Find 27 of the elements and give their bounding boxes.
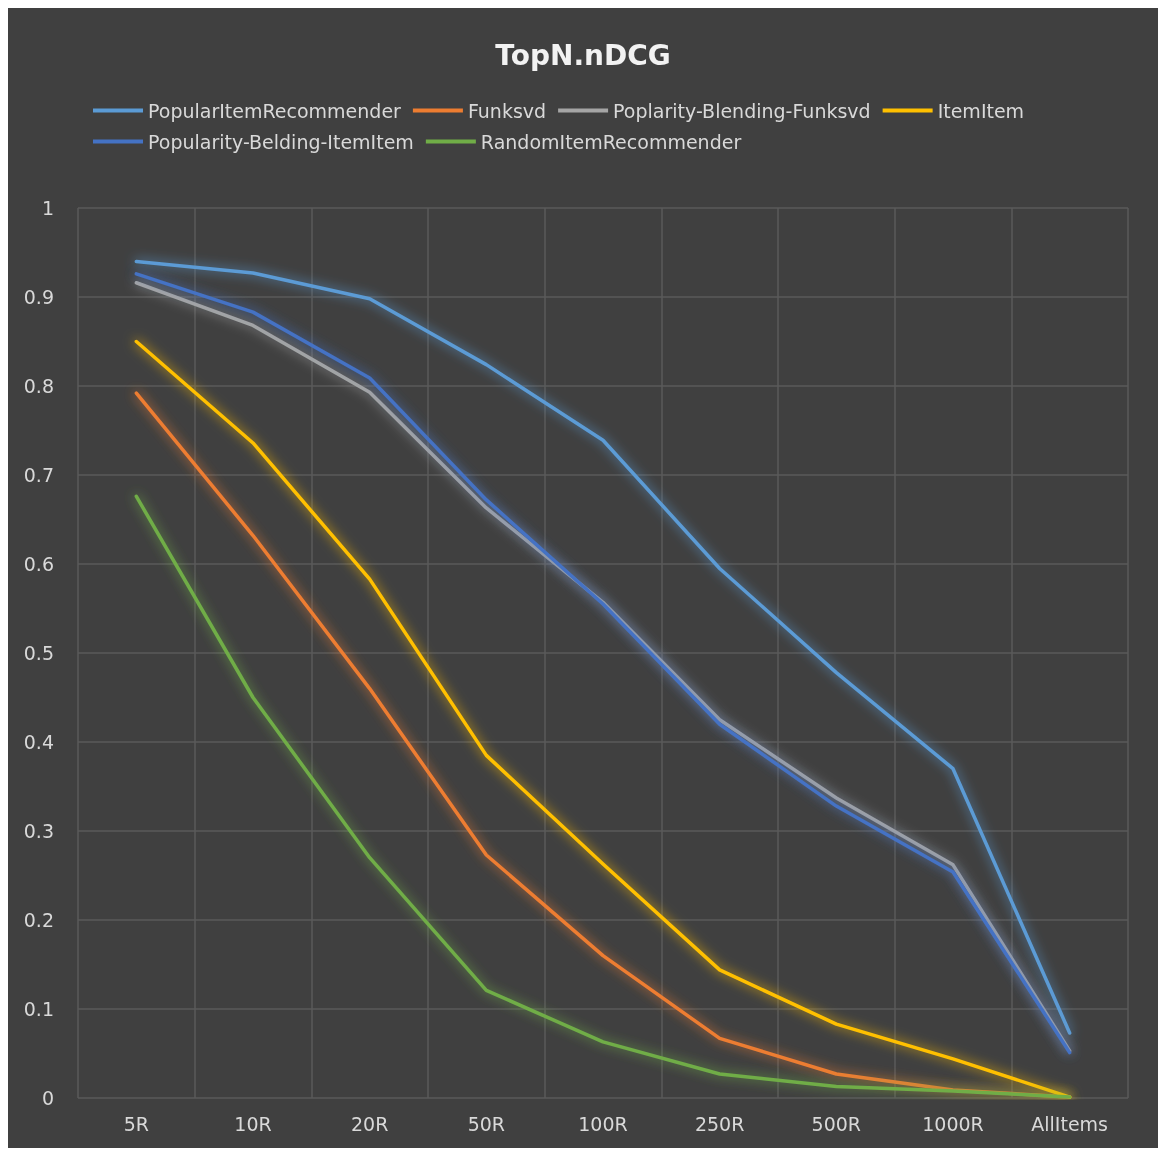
legend-label: PopularItemRecommender [148, 99, 402, 122]
y-tick-label: 0 [41, 1087, 54, 1109]
y-tick-label: 0.8 [23, 375, 54, 397]
x-tick-label: AllItems [1031, 1112, 1109, 1135]
x-tick-label: 10R [234, 1112, 272, 1135]
y-tick-label: 0.5 [23, 642, 54, 664]
legend-label: Popularity-Belding-ItemItem [148, 130, 414, 153]
y-tick-label: 0.9 [23, 286, 54, 308]
x-tick-label: 1000R [922, 1112, 984, 1135]
x-tick-label: 100R [578, 1112, 628, 1135]
y-tick-label: 0.7 [23, 464, 54, 486]
x-tick-label: 20R [350, 1112, 389, 1135]
y-tick-label: 0.2 [23, 909, 54, 931]
legend-label: RandomItemRecommender [480, 130, 742, 153]
y-tick-label: 0.3 [23, 820, 54, 842]
y-tick-label: 0.1 [23, 998, 54, 1020]
y-tick-label: 0.6 [23, 553, 54, 575]
x-tick-label: 250R [694, 1112, 745, 1135]
y-tick-label: 1 [41, 197, 54, 219]
legend-label: ItemItem [937, 99, 1025, 122]
x-tick-label: 50R [467, 1112, 506, 1135]
x-tick-label: 500R [811, 1112, 862, 1135]
y-tick-label: 0.4 [23, 731, 54, 753]
x-tick-label: 5R [123, 1112, 149, 1135]
legend-label: Funksvd [467, 99, 547, 122]
chart-title: TopN.nDCG [495, 38, 671, 72]
legend-label: Poplarity-Blending-Funksvd [613, 99, 871, 122]
